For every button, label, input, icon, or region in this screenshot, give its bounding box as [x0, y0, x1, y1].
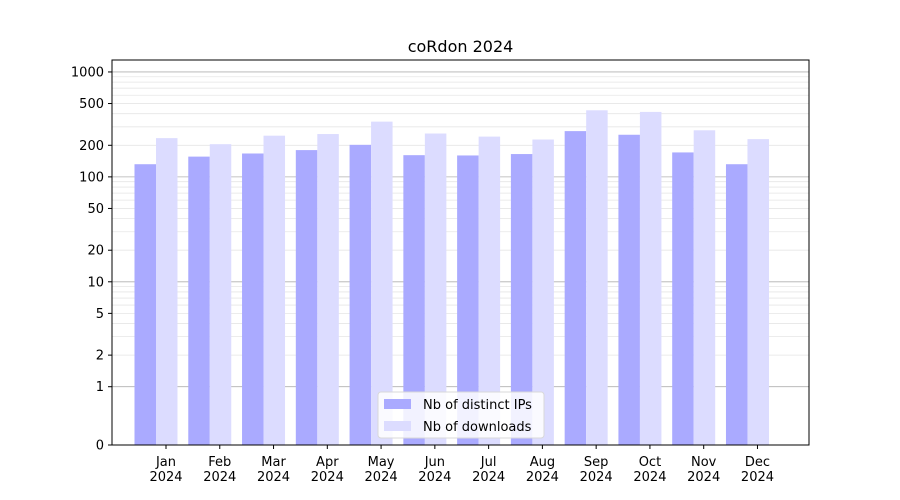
- bar-downloads: [747, 139, 769, 445]
- x-axis: Jan2024Feb2024Mar2024Apr2024May2024Jun20…: [149, 445, 774, 485]
- x-tick-label: 2024: [526, 470, 559, 485]
- y-tick-label: 100: [79, 170, 104, 185]
- legend-label: Nb of distinct IPs: [423, 398, 532, 413]
- bar-ips: [403, 155, 425, 445]
- bar-ips: [242, 153, 264, 445]
- x-tick-label: Apr: [316, 455, 339, 470]
- x-tick-label: Jun: [424, 455, 445, 470]
- y-tick-label: 2: [96, 349, 104, 364]
- bar-ips: [510, 154, 533, 445]
- y-tick-label: 10: [87, 275, 104, 290]
- y-tick-label: 5: [96, 307, 104, 322]
- y-tick-label: 500: [79, 97, 104, 112]
- x-tick-label: Dec: [745, 455, 770, 470]
- bar-downloads: [263, 135, 286, 445]
- bar-downloads: [478, 136, 501, 446]
- x-tick-label: Jul: [480, 455, 497, 470]
- x-tick-label: Oct: [639, 455, 661, 470]
- bar-ips: [457, 155, 479, 446]
- x-tick-label: 2024: [311, 470, 344, 485]
- bar-ips: [188, 156, 210, 446]
- legend-label: Nb of downloads: [423, 420, 532, 435]
- x-tick-label: 2024: [257, 470, 290, 485]
- chart-title: coRdon 2024: [408, 37, 514, 56]
- y-axis: 0 1 2 5 10 20 50 100 200 500 1000: [71, 65, 112, 454]
- y-tick-label: 50: [87, 202, 104, 217]
- x-tick-label: Mar: [261, 455, 286, 470]
- x-tick-label: 2024: [203, 470, 236, 485]
- bars: [134, 110, 769, 446]
- x-tick-label: 2024: [418, 470, 451, 485]
- bar-downloads: [424, 133, 447, 445]
- x-tick-label: 2024: [741, 470, 774, 485]
- bar-downloads: [317, 134, 339, 445]
- bar-ips: [618, 134, 640, 445]
- bar-ips: [564, 131, 587, 445]
- x-tick-label: Nov: [691, 455, 717, 470]
- bar-ips: [349, 144, 372, 446]
- bar-ips: [134, 164, 156, 446]
- x-tick-label: Sep: [584, 455, 609, 470]
- legend-swatch: [384, 399, 411, 409]
- legend-swatch: [384, 421, 411, 431]
- legend-box: [377, 391, 545, 439]
- bar-ips: [725, 164, 748, 446]
- x-tick-label: 2024: [687, 470, 720, 485]
- x-tick-label: Aug: [530, 455, 555, 470]
- x-tick-label: 2024: [472, 470, 505, 485]
- bar-downloads: [639, 111, 662, 445]
- bar-downloads: [586, 110, 608, 445]
- bar-downloads: [209, 144, 232, 445]
- legend: Nb of distinct IPs Nb of downloads: [377, 391, 545, 439]
- y-tick-label: 200: [79, 139, 104, 154]
- x-tick-label: 2024: [149, 470, 182, 485]
- bar-downloads: [156, 138, 178, 445]
- x-tick-label: May: [368, 455, 395, 470]
- x-tick-label: Jan: [155, 455, 176, 470]
- x-tick-label: 2024: [580, 470, 613, 485]
- x-tick-label: 2024: [365, 470, 398, 485]
- bar-downloads: [532, 139, 554, 446]
- bar-ips: [295, 150, 318, 445]
- x-tick-label: Feb: [208, 455, 231, 470]
- y-tick-label: 0: [96, 439, 104, 454]
- y-tick-label: 1000: [71, 65, 104, 80]
- bar-ips: [672, 152, 694, 445]
- y-tick-label: 1: [96, 380, 104, 395]
- y-tick-label: 20: [87, 244, 104, 259]
- bar-downloads: [371, 121, 393, 445]
- plot-frame: [111, 59, 810, 446]
- x-tick-label: 2024: [633, 470, 666, 485]
- bar-downloads: [693, 130, 716, 445]
